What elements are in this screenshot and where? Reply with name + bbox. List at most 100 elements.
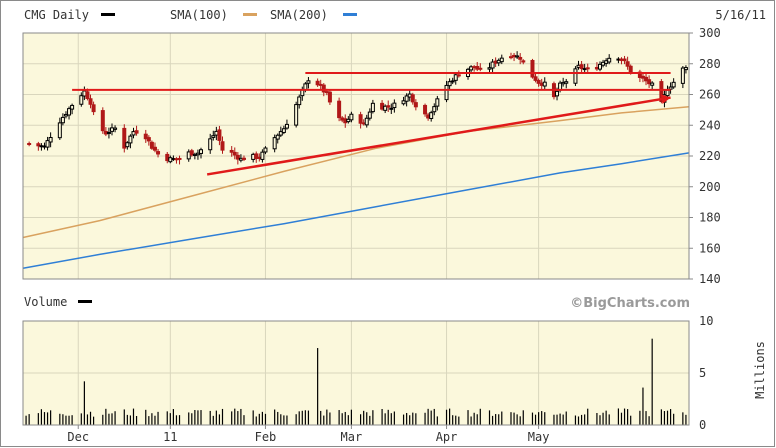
candle-up (251, 153, 256, 160)
candle-down (235, 154, 240, 160)
candle-down (321, 84, 326, 93)
candle-down (340, 117, 345, 121)
candle-up (284, 123, 289, 129)
volume-label: Volume (24, 295, 67, 309)
candle-down (152, 146, 157, 151)
price-y-tick-label: 180 (699, 211, 721, 225)
candle-up (208, 138, 213, 151)
candle-up (125, 142, 130, 148)
candle-up (70, 104, 75, 110)
candle-up (616, 58, 621, 61)
candle-up (367, 111, 372, 119)
candle-down (361, 122, 366, 125)
candle-up (444, 84, 449, 101)
candle-down (27, 143, 32, 146)
candle-down (146, 137, 151, 142)
candle-up (389, 107, 394, 110)
candle-down (165, 153, 170, 162)
candle-up (555, 90, 560, 97)
candle-down (619, 58, 624, 61)
candle-up (597, 63, 602, 70)
candle-up (407, 93, 412, 98)
candle-up (561, 81, 566, 85)
candle-down (493, 60, 498, 64)
candle-up (490, 61, 495, 69)
candle-down (386, 105, 391, 108)
candle-down (640, 75, 645, 79)
candle-up (665, 89, 670, 97)
candle-up (671, 81, 676, 88)
candle-down (122, 127, 127, 149)
candle-down (426, 114, 431, 119)
candle-up (515, 55, 520, 58)
bigcharts-watermark: ©BigCharts.com (570, 296, 690, 311)
candle-up (195, 152, 200, 156)
support-trendline (206, 96, 671, 176)
candle-up (469, 66, 474, 71)
candle-down (423, 104, 428, 115)
candle-down (625, 61, 630, 67)
candle-down (149, 141, 154, 149)
candle-down (327, 91, 332, 103)
candle-down (315, 80, 320, 86)
candle-down (380, 102, 385, 110)
candle-up (346, 118, 351, 123)
candle-up (60, 116, 65, 124)
candle-down (521, 60, 526, 63)
candle-up (42, 145, 47, 148)
candle-down (508, 56, 513, 59)
candle-down (174, 158, 179, 161)
candle-down (659, 81, 664, 103)
candle-down (536, 79, 541, 84)
candle-up (573, 68, 578, 84)
candle-down (579, 64, 584, 70)
candle-down (88, 98, 93, 105)
price-y-tick-label: 140 (699, 272, 721, 286)
candle-down (257, 156, 262, 159)
candle-down (229, 149, 234, 153)
price-y-tick-label: 240 (699, 118, 721, 132)
symbol-legend-swatch (101, 13, 115, 16)
candle-up (131, 131, 136, 136)
volume-y-tick-label: 0 (699, 418, 706, 432)
candle-up (370, 102, 375, 113)
candle-up (435, 98, 440, 107)
sma200-legend-swatch (343, 13, 357, 16)
candle-up (650, 82, 655, 86)
candle-down (220, 141, 225, 151)
candle-up (45, 140, 50, 148)
candle-down (539, 82, 544, 86)
candle-up (168, 157, 173, 163)
candle-up (564, 81, 569, 84)
candle-up (601, 61, 606, 66)
volume-y-axis-title: Millions (753, 341, 767, 399)
candle-up (604, 60, 609, 64)
candle-down (413, 102, 418, 108)
price-y-tick-label: 220 (699, 149, 721, 163)
candle-down (478, 67, 483, 70)
candle-up (487, 67, 492, 70)
candle-up (349, 113, 354, 121)
candle-down (530, 59, 535, 78)
sma100-legend-swatch (243, 13, 257, 16)
candle-up (275, 134, 280, 140)
price-y-tick-label: 200 (699, 180, 721, 194)
candle-down (318, 83, 323, 86)
sma100-line (22, 106, 690, 239)
candle-down (156, 151, 161, 155)
candle-down (410, 94, 415, 103)
volume-y-tick-label: 5 (699, 366, 706, 380)
candle-up (668, 86, 673, 90)
candle-down (456, 74, 461, 77)
candle-up (542, 81, 547, 87)
candle-up (192, 153, 197, 156)
candle-up (214, 130, 219, 136)
candle-up (260, 151, 265, 160)
candle-up (576, 64, 581, 68)
candle-up (128, 135, 133, 144)
candle-up (680, 67, 685, 84)
candle-up (450, 80, 455, 83)
candle-up (294, 104, 299, 126)
candle-up (297, 96, 302, 106)
